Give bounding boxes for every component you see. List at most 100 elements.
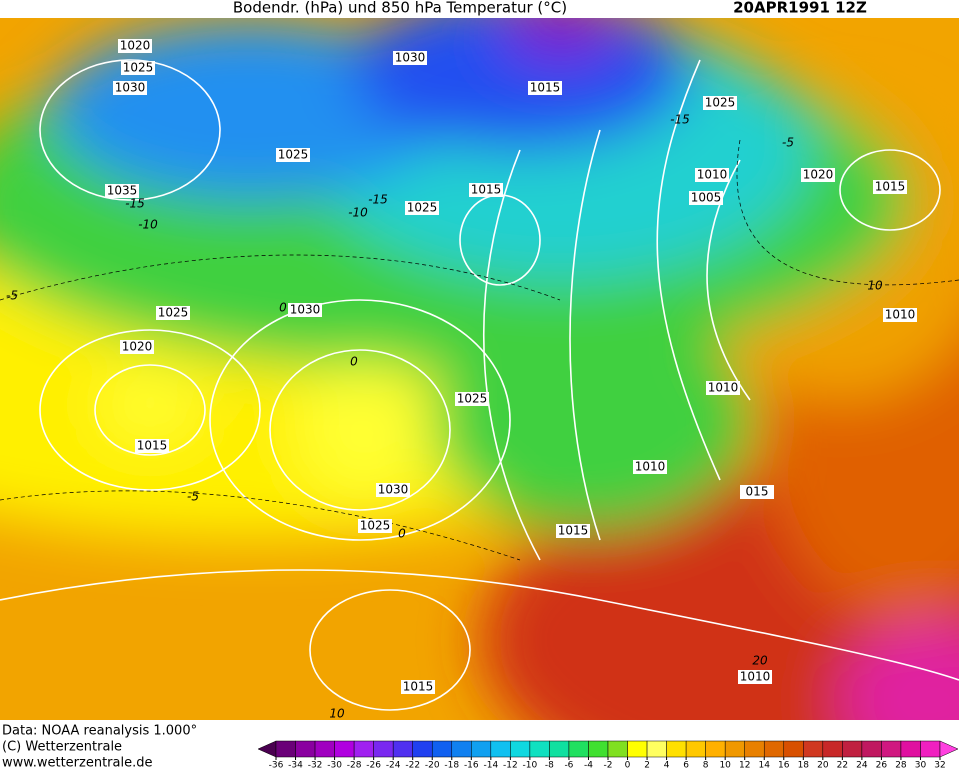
isobar-label: 1025 <box>278 148 309 162</box>
colorbar-tick-label: 0 <box>625 761 631 771</box>
isobar-label-box <box>393 51 427 65</box>
isotherm-label: -5 <box>187 490 199 504</box>
isobar-label: 1010 <box>708 381 739 395</box>
isobar-label: 1030 <box>395 51 426 65</box>
isobar-label-box <box>376 483 410 497</box>
colorbar-tick-label: 6 <box>683 761 689 771</box>
colorbar-tick-label: -10 <box>523 761 538 771</box>
colorbar-tick-label: 20 <box>817 761 829 771</box>
colorbar-swatch <box>549 740 570 758</box>
colorbar-tick-label: 16 <box>778 761 790 771</box>
colorbar-swatch <box>724 740 745 758</box>
footer-text: (C) Wetterzentrale <box>2 740 122 755</box>
isobar-label: 1010 <box>740 670 771 684</box>
colorbar-swatch <box>471 740 492 758</box>
colorbar-swatch <box>607 740 628 758</box>
isobar-label-box <box>469 183 503 197</box>
colorbar-swatch <box>685 740 706 758</box>
colorbar-end <box>939 740 959 758</box>
isotherm-label: 0 <box>398 527 406 541</box>
isotherm-label: -5 <box>6 289 18 303</box>
colorbar-tick-label: 26 <box>876 761 888 771</box>
isobar-label-box <box>288 303 322 317</box>
isobar-label: 1030 <box>115 81 146 95</box>
isobar-label-box <box>695 168 729 182</box>
isobar-label-box <box>401 680 435 694</box>
isobar-label: 1015 <box>530 81 561 95</box>
colorbar-swatch <box>392 740 413 758</box>
isobar-label: 1025 <box>123 61 154 75</box>
isobar-label: 1025 <box>158 306 189 320</box>
isotherm-label: -10 <box>138 218 158 232</box>
isobar-label-box <box>873 180 907 194</box>
colorbar-tick-label: 28 <box>895 761 907 771</box>
isotherm-label: -15 <box>670 113 690 127</box>
colorbar-tick-label: -12 <box>503 761 518 771</box>
colorbar-swatch <box>412 740 433 758</box>
isotherm-label: -5 <box>782 136 794 150</box>
isobar-label: 1015 <box>558 524 589 538</box>
colorbar-swatch <box>666 740 687 758</box>
colorbar-tick-label: 4 <box>664 761 670 771</box>
colorbar-tick-label: -24 <box>386 761 401 771</box>
footer-text: Data: NOAA reanalysis 1.000° <box>2 724 197 739</box>
isobar-label: 1030 <box>290 303 321 317</box>
isobar-label-box <box>405 201 439 215</box>
colorbar-tick-label: 8 <box>703 761 709 771</box>
isotherm-label: -10 <box>348 206 368 220</box>
colorbar-swatch <box>705 740 726 758</box>
colorbar-tick-label: 24 <box>856 761 868 771</box>
footer-text: www.wetterzentrale.de <box>2 756 152 771</box>
isobar-label: 1015 <box>137 439 168 453</box>
isobar-label-box <box>276 148 310 162</box>
colorbar-tick-label: 18 <box>798 761 810 771</box>
colorbar-swatch <box>744 740 765 758</box>
isobar-label-box <box>156 306 190 320</box>
isobar-label: 1020 <box>122 340 153 354</box>
colorbar-tick-label: 12 <box>739 761 750 771</box>
colorbar-end <box>257 740 277 758</box>
colorbar-swatch <box>861 740 882 758</box>
colorbar-tick-label: -22 <box>405 761 420 771</box>
isotherm-label: -15 <box>368 193 388 207</box>
colorbar-swatch <box>510 740 531 758</box>
colorbar-tick-label: 32 <box>934 761 945 771</box>
colorbar-swatch <box>431 740 453 758</box>
colorbar-swatch <box>763 740 785 758</box>
isotherm-label: 0 <box>350 355 358 369</box>
colorbar-tick-label: -34 <box>288 761 303 771</box>
isobar-label: 1020 <box>803 168 834 182</box>
isobar-label-box <box>801 168 835 182</box>
isobar-label: 1035 <box>107 184 138 198</box>
colorbar-swatch <box>920 740 941 758</box>
colorbar-swatch <box>568 740 589 758</box>
colorbar-tick-label: -14 <box>483 761 498 771</box>
colorbar-swatch <box>646 740 667 758</box>
isobar-label-box <box>633 460 667 474</box>
colorbar-tick-label: -18 <box>444 761 459 771</box>
isotherm-label: 10 <box>329 707 345 721</box>
isobar-label-box <box>120 340 154 354</box>
isobar-label: 1005 <box>691 191 722 205</box>
isobar-label: 1015 <box>471 183 502 197</box>
colorbar-tick-label: 2 <box>644 761 650 771</box>
colorbar-swatch <box>295 740 316 758</box>
colorbar-tick-label: -20 <box>425 761 440 771</box>
map-title: Bodendr. (hPa) und 850 hPa Temperatur (°… <box>233 0 567 17</box>
colorbar-tick-label: 14 <box>759 761 771 771</box>
isobar-label: 1010 <box>885 308 916 322</box>
colorbar-swatch <box>275 740 296 758</box>
overlay: 1020102510301030101510251025103510251015… <box>2 39 959 771</box>
colorbar-tick-label: -4 <box>584 761 593 771</box>
colorbar-tick-label: 22 <box>837 761 848 771</box>
isobar-label-box <box>455 392 489 406</box>
isobar-label: 1025 <box>457 392 488 406</box>
colorbar-swatch <box>353 740 374 758</box>
isobar-label-box <box>703 96 737 110</box>
isobar-label: 1030 <box>378 483 409 497</box>
colorbar-swatch <box>334 740 355 758</box>
isotherm-label: 10 <box>867 279 883 293</box>
isobar-label: 1025 <box>705 96 736 110</box>
